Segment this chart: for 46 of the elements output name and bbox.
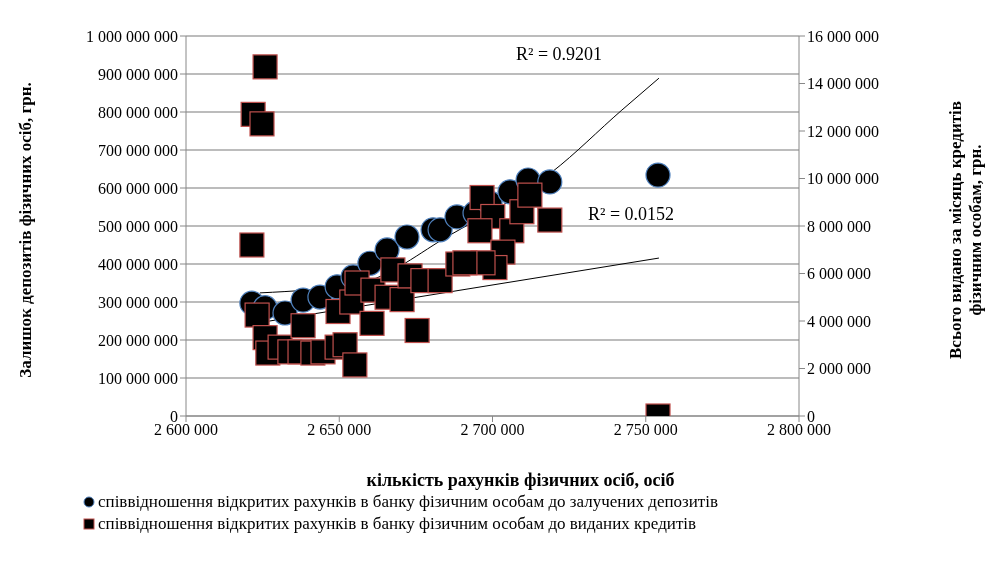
y-tick-label: 400 000 000: [98, 255, 178, 273]
legend-label: співвідношення відкритих рахунків в банку фізичним особам до залучених депозитів: [98, 491, 719, 513]
point: [249, 111, 275, 137]
y-tick-label: 500 000 000: [98, 217, 178, 235]
y-tick-label: 600 000 000: [98, 179, 178, 197]
annotation: R² = 0.9201: [516, 44, 603, 65]
point: [239, 232, 265, 258]
point: [452, 250, 478, 276]
x-tick-label: 2 750 000: [613, 421, 678, 439]
y-tick-label: 100 000 000: [98, 369, 178, 387]
y-tick-label: 200 000 000: [98, 331, 178, 349]
point: [404, 317, 430, 344]
y-tick-label: 900 000 000: [98, 65, 178, 83]
y2-tick-label: 4 000 000: [807, 312, 871, 330]
x-tick-label: 2 700 000: [460, 421, 525, 439]
annotation: R² = 0.0152: [588, 204, 675, 225]
legend-label: співвідношення відкритих рахунків в банку фізичним особам до виданих кредитів: [98, 513, 697, 535]
point: [537, 169, 563, 195]
point: [252, 54, 278, 80]
y2-tick-label: 10 000 000: [807, 170, 879, 188]
point: [394, 224, 420, 250]
y2-axis-title: Всього видано за місяць кредитів фізичним особам, грн.: [946, 100, 986, 361]
y2-tick-label: 12 000 000: [807, 122, 879, 140]
point: [467, 218, 493, 244]
point: [427, 217, 453, 243]
point: [389, 287, 415, 313]
x-tick-label: 2 650 000: [307, 421, 372, 439]
x-axis-title: кількість рахунків фізичних осіб, осіб: [365, 470, 676, 491]
y-tick-label: 300 000 000: [98, 293, 178, 311]
y2-tick-label: 8 000 000: [807, 217, 871, 235]
y-axis-title: Залишок депозитів фізичних осіб, грн.: [16, 81, 36, 380]
y2-tick-label: 16 000 000: [807, 27, 879, 45]
point: [537, 207, 563, 233]
point: [342, 352, 368, 378]
y-tick-label: 1 000 000 000: [86, 27, 178, 45]
point: [517, 182, 543, 208]
y2-tick-label: 14 000 000: [807, 75, 879, 93]
y2-tick-label: 6 000 000: [807, 265, 871, 283]
point: [359, 310, 385, 336]
point: [427, 268, 453, 294]
point: [645, 162, 671, 188]
point: [244, 302, 270, 328]
y-tick-label: 700 000 000: [98, 141, 178, 159]
y-tick-label: 800 000 000: [98, 103, 178, 121]
point: [290, 313, 316, 339]
y2-tick-label: 2 000 000: [807, 360, 871, 378]
